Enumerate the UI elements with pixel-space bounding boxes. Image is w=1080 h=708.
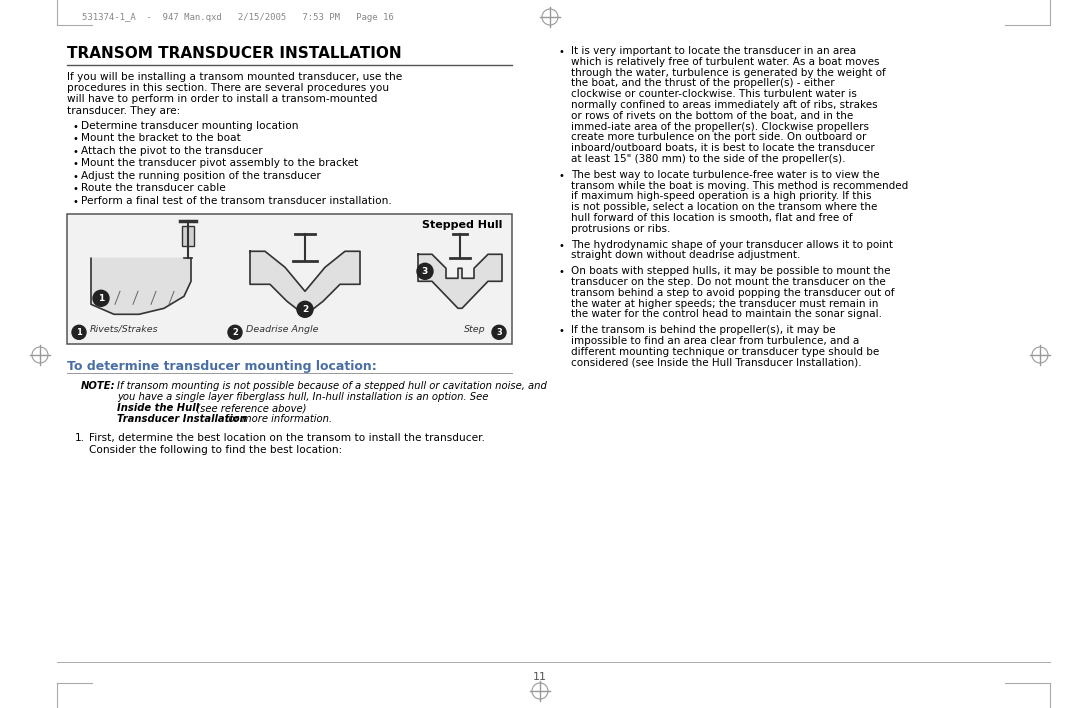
Text: or rows of rivets on the bottom of the boat, and in the: or rows of rivets on the bottom of the b… [571,110,853,121]
Circle shape [417,263,433,279]
Text: •: • [72,147,78,156]
Text: protrusions or ribs.: protrusions or ribs. [571,224,671,234]
Text: Deadrise Angle: Deadrise Angle [246,325,319,333]
Text: 531374-1_A  -  947 Man.qxd   2/15/2005   7:53 PM   Page 16: 531374-1_A - 947 Man.qxd 2/15/2005 7:53 … [82,13,394,22]
Text: •: • [72,135,78,144]
Text: Determine transducer mounting location: Determine transducer mounting location [81,121,298,131]
Text: •: • [559,47,565,57]
Text: 1.: 1. [75,433,85,443]
Text: Attach the pivot to the transducer: Attach the pivot to the transducer [81,146,262,156]
Text: If transom mounting is not possible because of a stepped hull or cavitation nois: If transom mounting is not possible beca… [117,382,546,392]
Text: •: • [559,241,565,251]
Circle shape [93,290,109,307]
Text: •: • [559,326,565,336]
Text: immed-iate area of the propeller(s). Clockwise propellers: immed-iate area of the propeller(s). Clo… [571,122,869,132]
Polygon shape [249,251,360,315]
Text: To determine transducer mounting location:: To determine transducer mounting locatio… [67,360,377,373]
Text: Mount the transducer pivot assembly to the bracket: Mount the transducer pivot assembly to t… [81,159,359,169]
Text: procedures in this section. There are several procedures you: procedures in this section. There are se… [67,84,389,93]
Text: Mount the bracket to the boat: Mount the bracket to the boat [81,133,241,143]
Text: •: • [72,172,78,182]
Circle shape [492,325,507,339]
Polygon shape [91,258,191,314]
FancyBboxPatch shape [183,227,194,246]
Text: TRANSOM TRANSDUCER INSTALLATION: TRANSOM TRANSDUCER INSTALLATION [67,46,402,61]
Text: Stepped Hull: Stepped Hull [421,220,502,230]
Text: 11: 11 [534,672,546,682]
Text: It is very important to locate the transducer in an area: It is very important to locate the trans… [571,46,856,56]
Text: different mounting technique or transducer type should be: different mounting technique or transduc… [571,347,879,357]
Circle shape [72,325,86,339]
Circle shape [228,325,242,339]
Text: for more information.: for more information. [225,414,333,424]
Text: the water for the control head to maintain the sonar signal.: the water for the control head to mainta… [571,309,882,319]
Text: if maximum high-speed operation is a high priority. If this: if maximum high-speed operation is a hig… [571,191,872,201]
Text: The hydrodynamic shape of your transducer allows it to point: The hydrodynamic shape of your transduce… [571,239,893,250]
Text: (see reference above): (see reference above) [190,404,307,413]
Text: •: • [559,171,565,181]
Text: •: • [559,267,565,278]
Text: 2: 2 [302,305,308,314]
Text: Transducer Installation: Transducer Installation [117,414,246,424]
Text: First, determine the best location on the transom to install the transducer.: First, determine the best location on th… [89,433,485,443]
Text: Step: Step [464,325,486,333]
Text: If you will be installing a transom mounted transducer, use the: If you will be installing a transom moun… [67,72,402,82]
Text: 1: 1 [76,328,82,337]
Text: 2: 2 [232,328,238,337]
Text: The best way to locate turbulence-free water is to view the: The best way to locate turbulence-free w… [571,170,879,180]
Text: Perform a final test of the transom transducer installation.: Perform a final test of the transom tran… [81,196,392,206]
Text: transom while the boat is moving. This method is recommended: transom while the boat is moving. This m… [571,181,908,190]
Text: create more turbulence on the port side. On outboard or: create more turbulence on the port side.… [571,132,866,142]
Text: transom behind a step to avoid popping the transducer out of: transom behind a step to avoid popping t… [571,287,894,298]
Text: you have a single layer fiberglass hull, In-hull installation is an option. See: you have a single layer fiberglass hull,… [117,392,488,402]
Text: at least 15" (380 mm) to the side of the propeller(s).: at least 15" (380 mm) to the side of the… [571,154,846,164]
Text: through the water, turbulence is generated by the weight of: through the water, turbulence is generat… [571,67,886,78]
Polygon shape [418,254,502,308]
Circle shape [297,302,313,317]
Text: •: • [72,197,78,207]
Text: will have to perform in order to install a transom-mounted: will have to perform in order to install… [67,94,378,104]
Text: 1: 1 [98,294,104,303]
Text: normally confined to areas immediately aft of ribs, strakes: normally confined to areas immediately a… [571,100,878,110]
Text: •: • [72,122,78,132]
Text: clockwise or counter-clockwise. This turbulent water is: clockwise or counter-clockwise. This tur… [571,89,856,99]
Text: 3: 3 [422,267,428,276]
Text: If the transom is behind the propeller(s), it may be: If the transom is behind the propeller(s… [571,325,836,335]
Text: On boats with stepped hulls, it may be possible to mount the: On boats with stepped hulls, it may be p… [571,266,891,276]
Text: 3: 3 [496,328,502,337]
Text: NOTE:: NOTE: [81,382,116,392]
Text: the boat, and the thrust of the propeller(s) - either: the boat, and the thrust of the propelle… [571,79,835,88]
Text: •: • [72,159,78,169]
Text: transducer on the step. Do not mount the transducer on the: transducer on the step. Do not mount the… [571,277,886,287]
Text: Inside the Hull: Inside the Hull [117,404,199,413]
Text: Rivets/Strakes: Rivets/Strakes [90,325,159,333]
Text: transducer. They are:: transducer. They are: [67,105,180,115]
FancyBboxPatch shape [67,215,512,344]
Text: which is relatively free of turbulent water. As a boat moves: which is relatively free of turbulent wa… [571,57,879,67]
Text: Consider the following to find the best location:: Consider the following to find the best … [89,445,342,455]
Text: considered (see Inside the Hull Transducer Installation).: considered (see Inside the Hull Transduc… [571,358,862,367]
Text: the water at higher speeds; the transducer must remain in: the water at higher speeds; the transduc… [571,299,878,309]
Text: Adjust the running position of the transducer: Adjust the running position of the trans… [81,171,321,181]
Text: inboard/outboard boats, it is best to locate the transducer: inboard/outboard boats, it is best to lo… [571,143,875,153]
Text: •: • [72,184,78,194]
Text: impossible to find an area clear from turbulence, and a: impossible to find an area clear from tu… [571,336,860,346]
Text: straight down without deadrise adjustment.: straight down without deadrise adjustmen… [571,251,800,261]
Text: is not possible, select a location on the transom where the: is not possible, select a location on th… [571,202,877,212]
Text: Route the transducer cable: Route the transducer cable [81,183,226,193]
Text: hull forward of this location is smooth, flat and free of: hull forward of this location is smooth,… [571,213,852,223]
